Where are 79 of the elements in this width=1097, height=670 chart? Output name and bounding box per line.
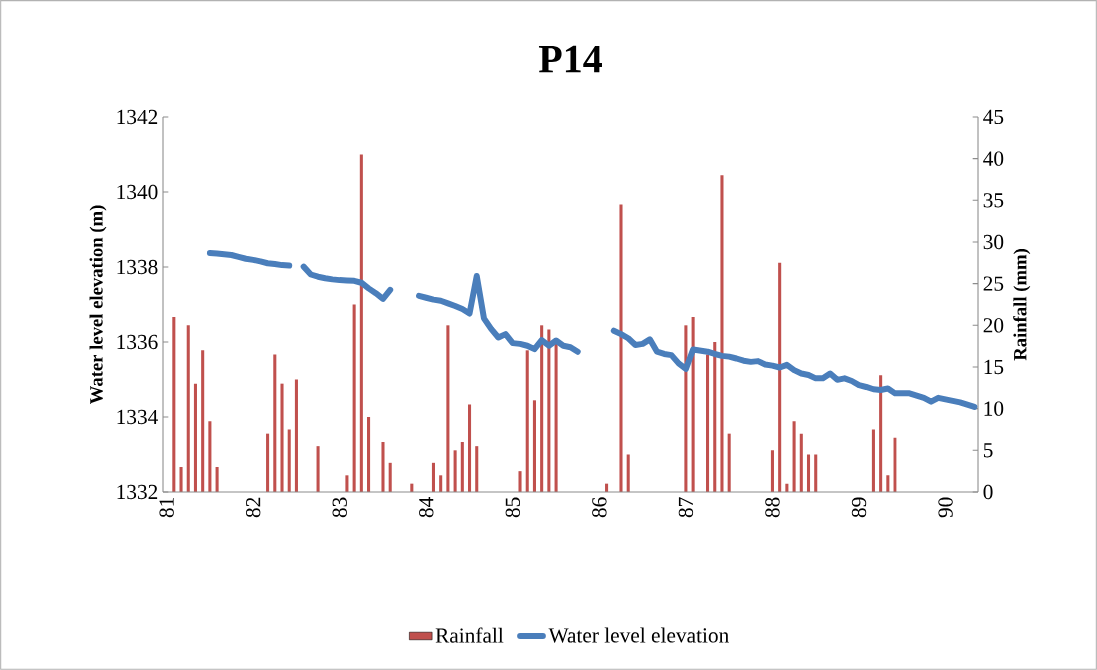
y2-tick-label: 40 <box>983 151 1004 166</box>
bar <box>273 354 277 492</box>
bar <box>547 329 551 492</box>
bar <box>186 325 190 492</box>
bar <box>713 341 717 492</box>
x-tick-label: 85 <box>505 497 520 518</box>
y2-tick-label: 0 <box>983 484 993 500</box>
bar <box>381 441 385 492</box>
y-tick-label: 1336 <box>117 334 158 350</box>
bar <box>388 462 392 492</box>
y2-tick-label: 20 <box>983 318 1004 333</box>
bar <box>691 316 695 492</box>
bar <box>720 175 724 492</box>
y2-tick-label: 30 <box>983 234 1004 250</box>
chart-title: P14 <box>538 45 602 73</box>
bar <box>879 375 883 492</box>
y-tick-label: 1342 <box>117 109 158 125</box>
bar <box>706 354 710 492</box>
x-tick-label: 82 <box>245 497 261 518</box>
y2-tick-label: 35 <box>983 193 1004 208</box>
bar <box>799 433 803 492</box>
bar <box>532 400 536 492</box>
x-tick-label: 84 <box>419 497 434 518</box>
bar <box>525 350 529 492</box>
y2-tick-label: 5 <box>983 443 993 458</box>
bar <box>684 325 688 492</box>
x-tick-label: 87 <box>678 497 694 518</box>
bar <box>294 379 298 492</box>
bar <box>193 383 197 492</box>
bar <box>770 450 774 492</box>
bar <box>352 304 356 492</box>
bar <box>316 446 320 492</box>
x-tick-label: 83 <box>332 497 347 518</box>
bar <box>792 421 796 492</box>
bar <box>359 154 363 492</box>
bar <box>475 446 479 492</box>
x-tick-label: 88 <box>765 497 780 518</box>
bar <box>266 433 270 492</box>
y2-tick-label: 10 <box>984 401 1004 416</box>
x-tick-label: 89 <box>851 497 867 518</box>
legend-label: Rainfall <box>435 627 504 643</box>
y-axis-title: Water level elevation (m) <box>89 205 107 404</box>
bar <box>886 475 890 492</box>
legend-label: Water level elevation <box>548 627 729 643</box>
bar <box>540 325 544 492</box>
y-tick-label: 1334 <box>117 409 158 425</box>
bar <box>453 450 457 492</box>
bar <box>172 316 176 492</box>
y-tick-label: 1340 <box>117 184 158 200</box>
x-tick-label: 86 <box>592 497 607 518</box>
bar <box>468 404 472 492</box>
bar <box>345 475 349 492</box>
bar <box>439 475 443 492</box>
bar <box>727 433 731 492</box>
bar <box>460 441 464 492</box>
bar <box>778 262 782 492</box>
y-tick-label: 1332 <box>117 484 158 500</box>
bar <box>814 454 818 492</box>
bar <box>619 204 623 492</box>
bar <box>280 383 284 492</box>
bar <box>367 416 371 492</box>
x-tick-label: 90 <box>938 497 953 518</box>
bar <box>287 429 291 492</box>
bar <box>446 325 450 492</box>
bar <box>179 466 183 492</box>
bar <box>201 350 205 492</box>
y2-axis-title: Rainfall (mm) <box>1013 249 1031 361</box>
y2-tick-label: 15 <box>984 359 1004 375</box>
bar <box>871 429 875 492</box>
y2-tick-label: 45 <box>983 109 1004 125</box>
y-tick-label: 1338 <box>117 259 158 275</box>
bar <box>215 466 219 492</box>
bar <box>626 454 630 492</box>
bar <box>518 471 522 492</box>
bar <box>208 421 212 492</box>
x-tick-label: 81 <box>159 497 174 518</box>
y2-tick-label: 25 <box>983 276 1004 291</box>
bar <box>431 462 435 492</box>
bar <box>806 454 811 492</box>
